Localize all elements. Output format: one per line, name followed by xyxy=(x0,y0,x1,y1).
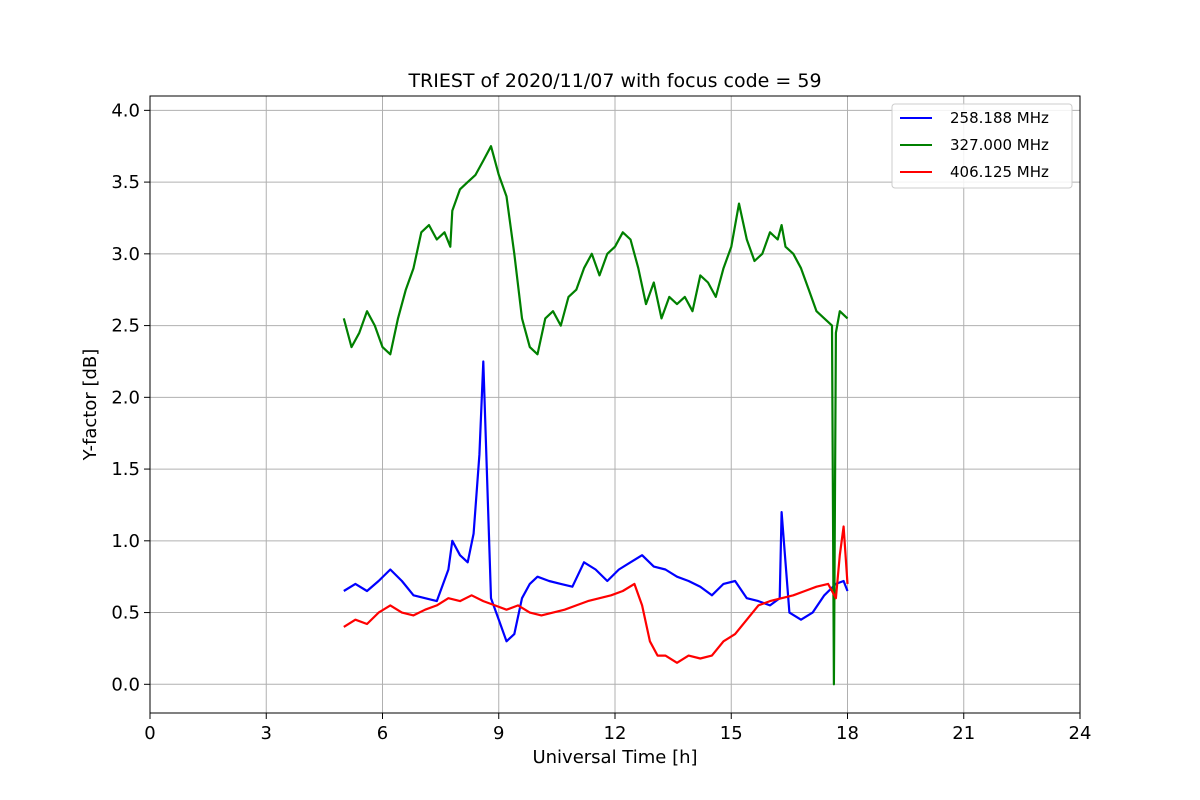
y-tick-label: 2.5 xyxy=(111,316,140,337)
x-tick-label: 3 xyxy=(261,723,272,744)
y-axis-label: Y-factor [dB] xyxy=(80,349,101,462)
x-tick-label: 24 xyxy=(1069,723,1092,744)
y-tick-label: 2.0 xyxy=(111,387,140,408)
legend: 258.188 MHz 327.000 MHz 406.125 MHz xyxy=(891,103,1073,189)
ticks: 0 3 6 9 12 15 18 21 24 0.0 0.5 1.0 1.5 2.0 2.5 3.0 3.5 4.… xyxy=(111,100,1091,744)
x-tick-label: 12 xyxy=(604,723,627,744)
legend-label: 258.188 MHz xyxy=(950,109,1049,127)
x-tick-label: 15 xyxy=(720,723,743,744)
series-line-1 xyxy=(343,360,849,643)
x-tick-label: 0 xyxy=(144,723,155,744)
x-tick-label: 9 xyxy=(493,723,504,744)
x-tick-label: 21 xyxy=(952,723,975,744)
x-axis-label: Universal Time [h] xyxy=(532,747,697,768)
chart-title: TRIEST of 2020/11/07 with focus code = 5… xyxy=(407,70,821,92)
y-tick-label: 1.0 xyxy=(111,531,140,552)
y-tick-label: 0.0 xyxy=(111,674,140,695)
series-layer xyxy=(342,145,849,686)
y-tick-label: 4.0 xyxy=(111,100,140,121)
x-tick-label: 6 xyxy=(377,723,388,744)
y-tick-label: 3.5 xyxy=(111,172,140,193)
series-line-2 xyxy=(342,145,849,686)
series-line-3 xyxy=(343,525,849,664)
legend-label: 327.000 MHz xyxy=(950,136,1049,154)
y-tick-label: 3.0 xyxy=(111,244,140,265)
legend-label: 406.125 MHz xyxy=(950,163,1049,181)
y-tick-label: 1.5 xyxy=(111,459,140,480)
y-tick-label: 0.5 xyxy=(111,603,140,624)
x-tick-label: 18 xyxy=(836,723,859,744)
legend-box xyxy=(891,103,1073,189)
